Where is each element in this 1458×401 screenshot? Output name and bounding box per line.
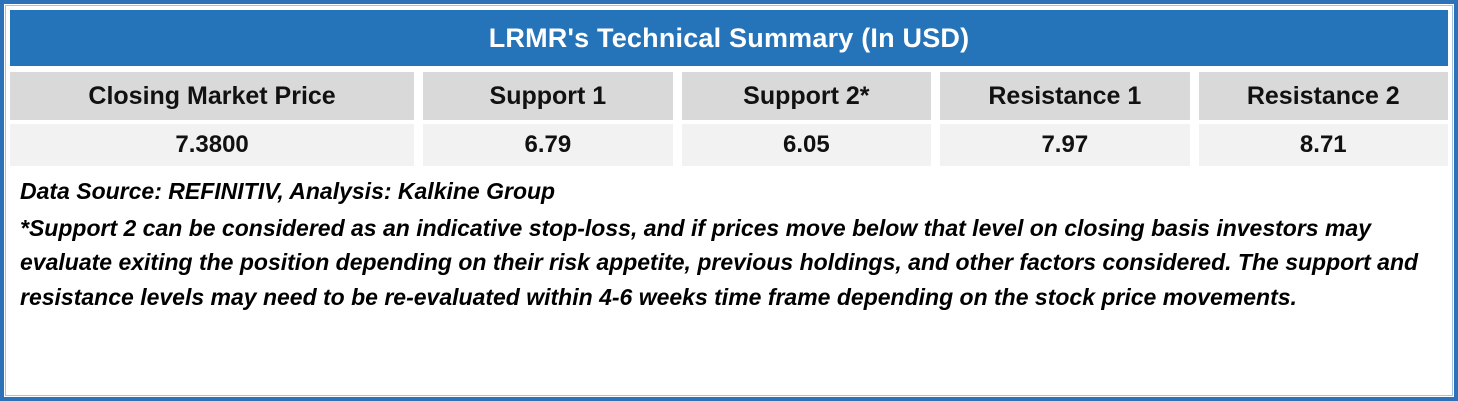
- column-header-resistance-2: Resistance 2: [1198, 72, 1449, 120]
- column-header-resistance-1: Resistance 1: [940, 72, 1190, 120]
- column-header-row: Closing Market Price Support 1 Support 2…: [10, 72, 1449, 120]
- data-source-note: Data Source: REFINITIV, Analysis: Kalkin…: [20, 178, 556, 204]
- value-closing-market-price: 7.3800: [10, 124, 415, 166]
- column-header-closing-market-price: Closing Market Price: [10, 72, 415, 120]
- column-header-support-1: Support 1: [423, 72, 673, 120]
- footnotes: Data Source: REFINITIV, Analysis: Kalkin…: [10, 166, 1448, 314]
- value-resistance-1: 7.97: [940, 124, 1190, 166]
- table-title: LRMR's Technical Summary (In USD): [10, 10, 1448, 66]
- value-support-2: 6.05: [681, 124, 932, 166]
- column-header-support-2: Support 2*: [681, 72, 932, 120]
- value-resistance-2: 8.71: [1198, 124, 1449, 166]
- value-support-1: 6.79: [423, 124, 673, 166]
- stop-loss-disclaimer: *Support 2 can be considered as an indic…: [20, 214, 1419, 310]
- value-row: 7.3800 6.79 6.05 7.97 8.71: [10, 124, 1449, 166]
